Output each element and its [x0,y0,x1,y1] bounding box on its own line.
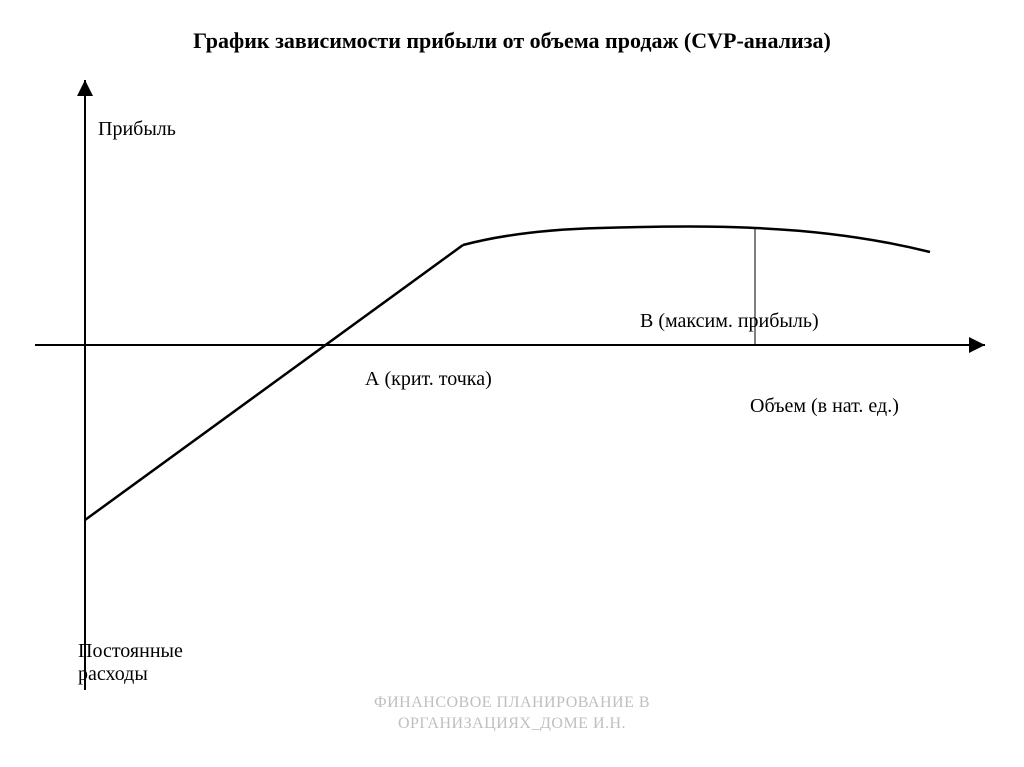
x-axis-label: Объем (в нат. ед.) [750,395,899,418]
footer-line1: ФИНАНСОВОЕ ПЛАНИРОВАНИЕ В [0,693,1024,714]
point-b-label: В (максим. прибыль) [640,310,819,333]
point-a-label: А (крит. точка) [365,368,492,391]
footer-watermark: ФИНАНСОВОЕ ПЛАНИРОВАНИЕ В ОРГАНИЗАЦИЯХ_Д… [0,693,1024,735]
footer-line2: ОРГАНИЗАЦИЯХ_ДОМЕ И.Н. [0,714,1024,735]
y-axis-label: Прибыль [98,118,176,141]
fixed-costs-label: Постоянныерасходы [78,640,183,686]
chart-title: График зависимости прибыли от объема про… [0,28,1024,54]
